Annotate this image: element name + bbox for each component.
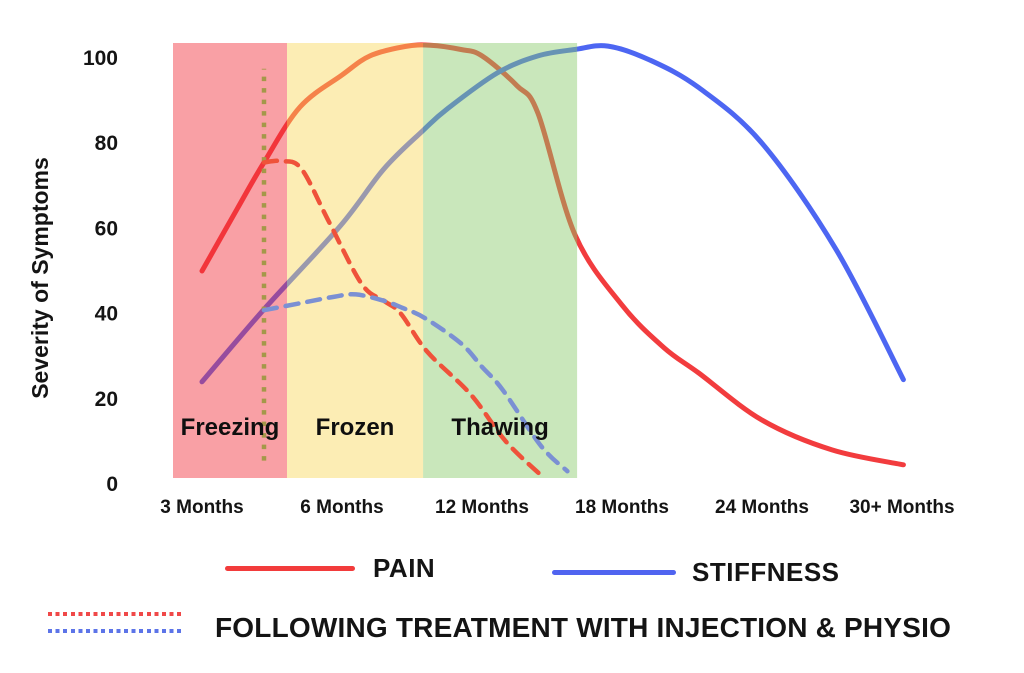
pain-curve [199, 42, 906, 468]
x-tick-6-months: 6 Months [300, 497, 383, 518]
phase-label-frozen: Frozen [316, 414, 395, 441]
phase-label-thawing: Thawing [451, 414, 548, 441]
treatment-pain-dotted-swatch [48, 612, 185, 616]
y-tick-0: 0 [106, 473, 118, 496]
y-tick-60: 60 [95, 217, 118, 240]
y-tick-40: 40 [95, 303, 118, 326]
x-tick-30plus-months: 30+ Months [849, 497, 954, 518]
phase-band-frozen [287, 43, 424, 478]
y-tick-20: 20 [95, 388, 118, 411]
stiffness-curve [199, 43, 906, 385]
phase-band-thawing [423, 43, 578, 478]
x-tick-3-months: 3 Months [160, 497, 243, 518]
phase-label-freezing: Freezing [181, 414, 280, 441]
x-tick-18-months: 18 Months [575, 497, 669, 518]
treatment-legend-label: FOLLOWING TREATMENT WITH INJECTION & PHY… [215, 612, 952, 643]
y-tick-80: 80 [95, 132, 118, 155]
treatment-stiffness-dotted-swatch [48, 629, 185, 633]
pain-legend-swatch [225, 566, 355, 571]
y-axis-title: Severity of Symptoms [27, 157, 53, 399]
phase-band-freezing [173, 43, 287, 478]
pain-legend-label: PAIN [373, 553, 436, 583]
stiffness-legend-swatch [552, 570, 676, 575]
x-tick-12-months: 12 Months [435, 497, 529, 518]
chart-plot-area: Freezing Frozen Thawing 0 20 40 60 80 100 3 Month… [27, 42, 955, 518]
stiffness-following-treatment-curve [261, 291, 570, 474]
y-tick-100: 100 [83, 47, 118, 70]
stiffness-legend-label: STIFFNESS [692, 557, 840, 587]
x-tick-24-months: 24 Months [715, 497, 809, 518]
